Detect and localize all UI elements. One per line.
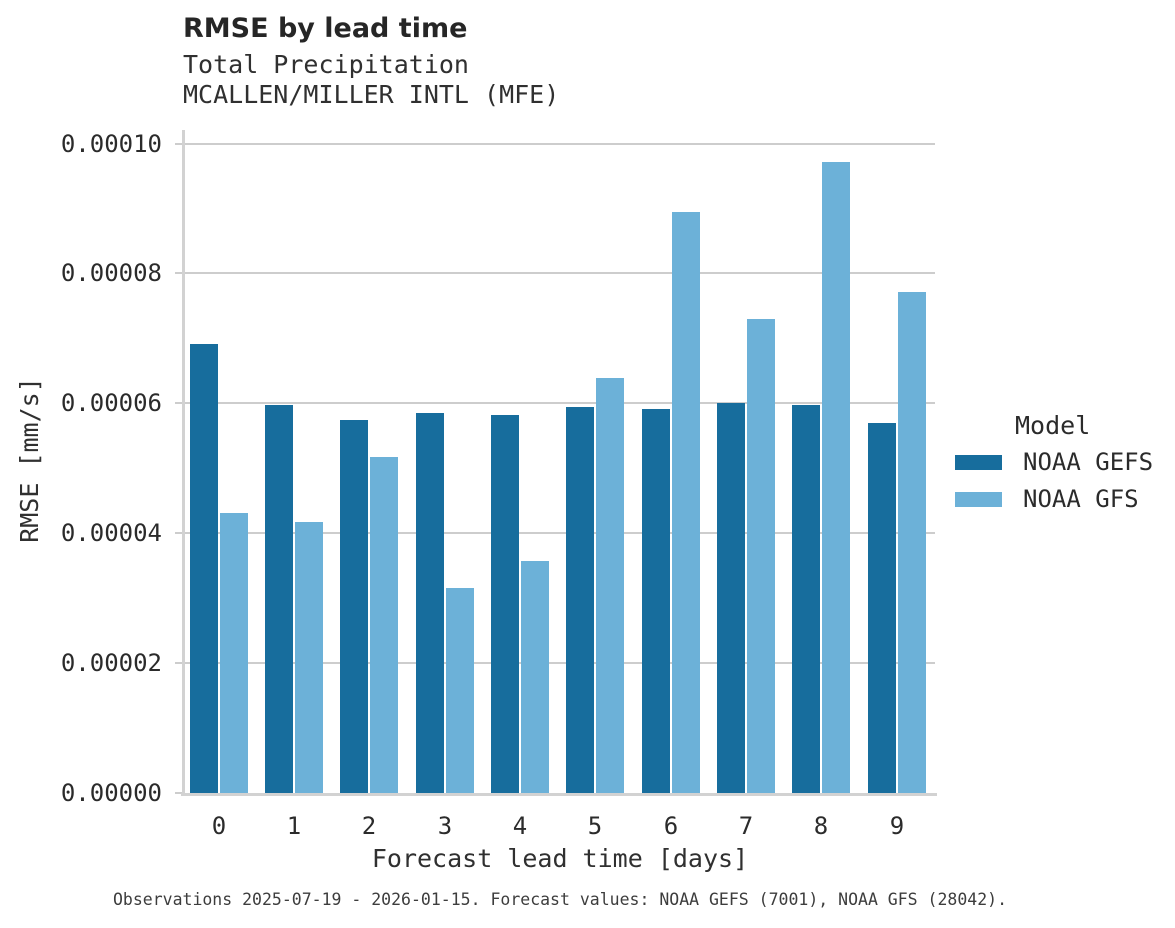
legend: Model NOAA GEFS NOAA GFS xyxy=(955,412,1153,514)
bar-noaa-gefs-day-7 xyxy=(717,403,745,793)
bar-noaa-gefs-day-6 xyxy=(642,409,670,793)
x-tick-label: 2 xyxy=(361,812,377,840)
x-tick-label: 4 xyxy=(512,812,528,840)
x-axis-spine xyxy=(181,793,937,796)
y-tick-mark xyxy=(175,143,182,145)
legend-item-noaa-gfs: NOAA GFS xyxy=(955,484,1153,514)
gridline xyxy=(184,662,935,664)
y-axis-spine xyxy=(182,130,185,796)
gridline xyxy=(184,532,935,534)
y-tick-label: 0.00006 xyxy=(60,389,162,417)
y-tick-mark xyxy=(175,532,182,534)
y-tick-label: 0.00000 xyxy=(60,779,162,807)
chart-title: RMSE by lead time xyxy=(183,13,468,44)
x-tick-label: 5 xyxy=(587,812,603,840)
y-tick-label: 0.00010 xyxy=(60,130,162,158)
bar-noaa-gefs-day-0 xyxy=(190,344,218,793)
bar-noaa-gfs-day-8 xyxy=(822,162,850,793)
chart-subtitle-parameter: Total Precipitation xyxy=(183,50,469,79)
y-tick-label: 0.00008 xyxy=(60,259,162,287)
x-tick-label: 7 xyxy=(738,812,754,840)
gridline xyxy=(184,272,935,274)
legend-swatch xyxy=(955,491,1002,507)
bar-noaa-gfs-day-5 xyxy=(596,378,624,793)
bar-noaa-gefs-day-1 xyxy=(265,405,293,793)
bar-noaa-gefs-day-8 xyxy=(792,405,820,793)
bar-noaa-gfs-day-3 xyxy=(446,588,474,793)
y-tick-mark xyxy=(175,272,182,274)
legend-label: NOAA GFS xyxy=(1023,485,1139,513)
legend-item-noaa-gefs: NOAA GEFS xyxy=(955,447,1153,477)
bar-noaa-gefs-day-5 xyxy=(566,407,594,793)
x-tick-label: 9 xyxy=(889,812,905,840)
x-tick-label: 3 xyxy=(437,812,453,840)
bar-noaa-gfs-day-0 xyxy=(220,513,248,793)
y-tick-label: 0.00004 xyxy=(60,519,162,547)
legend-items: NOAA GEFS NOAA GFS xyxy=(955,447,1153,514)
bar-noaa-gfs-day-7 xyxy=(747,319,775,793)
x-tick-label: 6 xyxy=(663,812,679,840)
gridline xyxy=(184,402,935,404)
x-tick-label: 1 xyxy=(286,812,302,840)
y-tick-mark xyxy=(175,402,182,404)
bar-noaa-gfs-day-9 xyxy=(898,292,926,793)
y-tick-mark xyxy=(175,662,182,664)
bar-noaa-gefs-day-2 xyxy=(340,420,368,793)
legend-title: Model xyxy=(1015,411,1091,440)
bar-noaa-gefs-day-9 xyxy=(868,423,896,793)
bar-noaa-gefs-day-4 xyxy=(491,415,519,793)
legend-label: NOAA GEFS xyxy=(1023,448,1154,476)
y-tick-label: 0.00002 xyxy=(60,649,162,677)
x-tick-label: 0 xyxy=(211,812,227,840)
chart-subtitle-station: MCALLEN/MILLER INTL (MFE) xyxy=(183,80,560,109)
x-axis-label: Forecast lead time [days] xyxy=(371,844,749,873)
bar-noaa-gfs-day-6 xyxy=(672,212,700,793)
bar-noaa-gefs-day-3 xyxy=(416,413,444,793)
y-tick-mark xyxy=(175,792,182,794)
bar-noaa-gfs-day-1 xyxy=(295,522,323,793)
bar-noaa-gfs-day-2 xyxy=(370,457,398,793)
x-tick-label: 8 xyxy=(813,812,829,840)
footer-caption: Observations 2025-07-19 - 2026-01-15. Fo… xyxy=(112,890,1008,909)
gridline xyxy=(184,143,935,145)
legend-swatch xyxy=(955,454,1002,470)
bar-noaa-gfs-day-4 xyxy=(521,561,549,793)
